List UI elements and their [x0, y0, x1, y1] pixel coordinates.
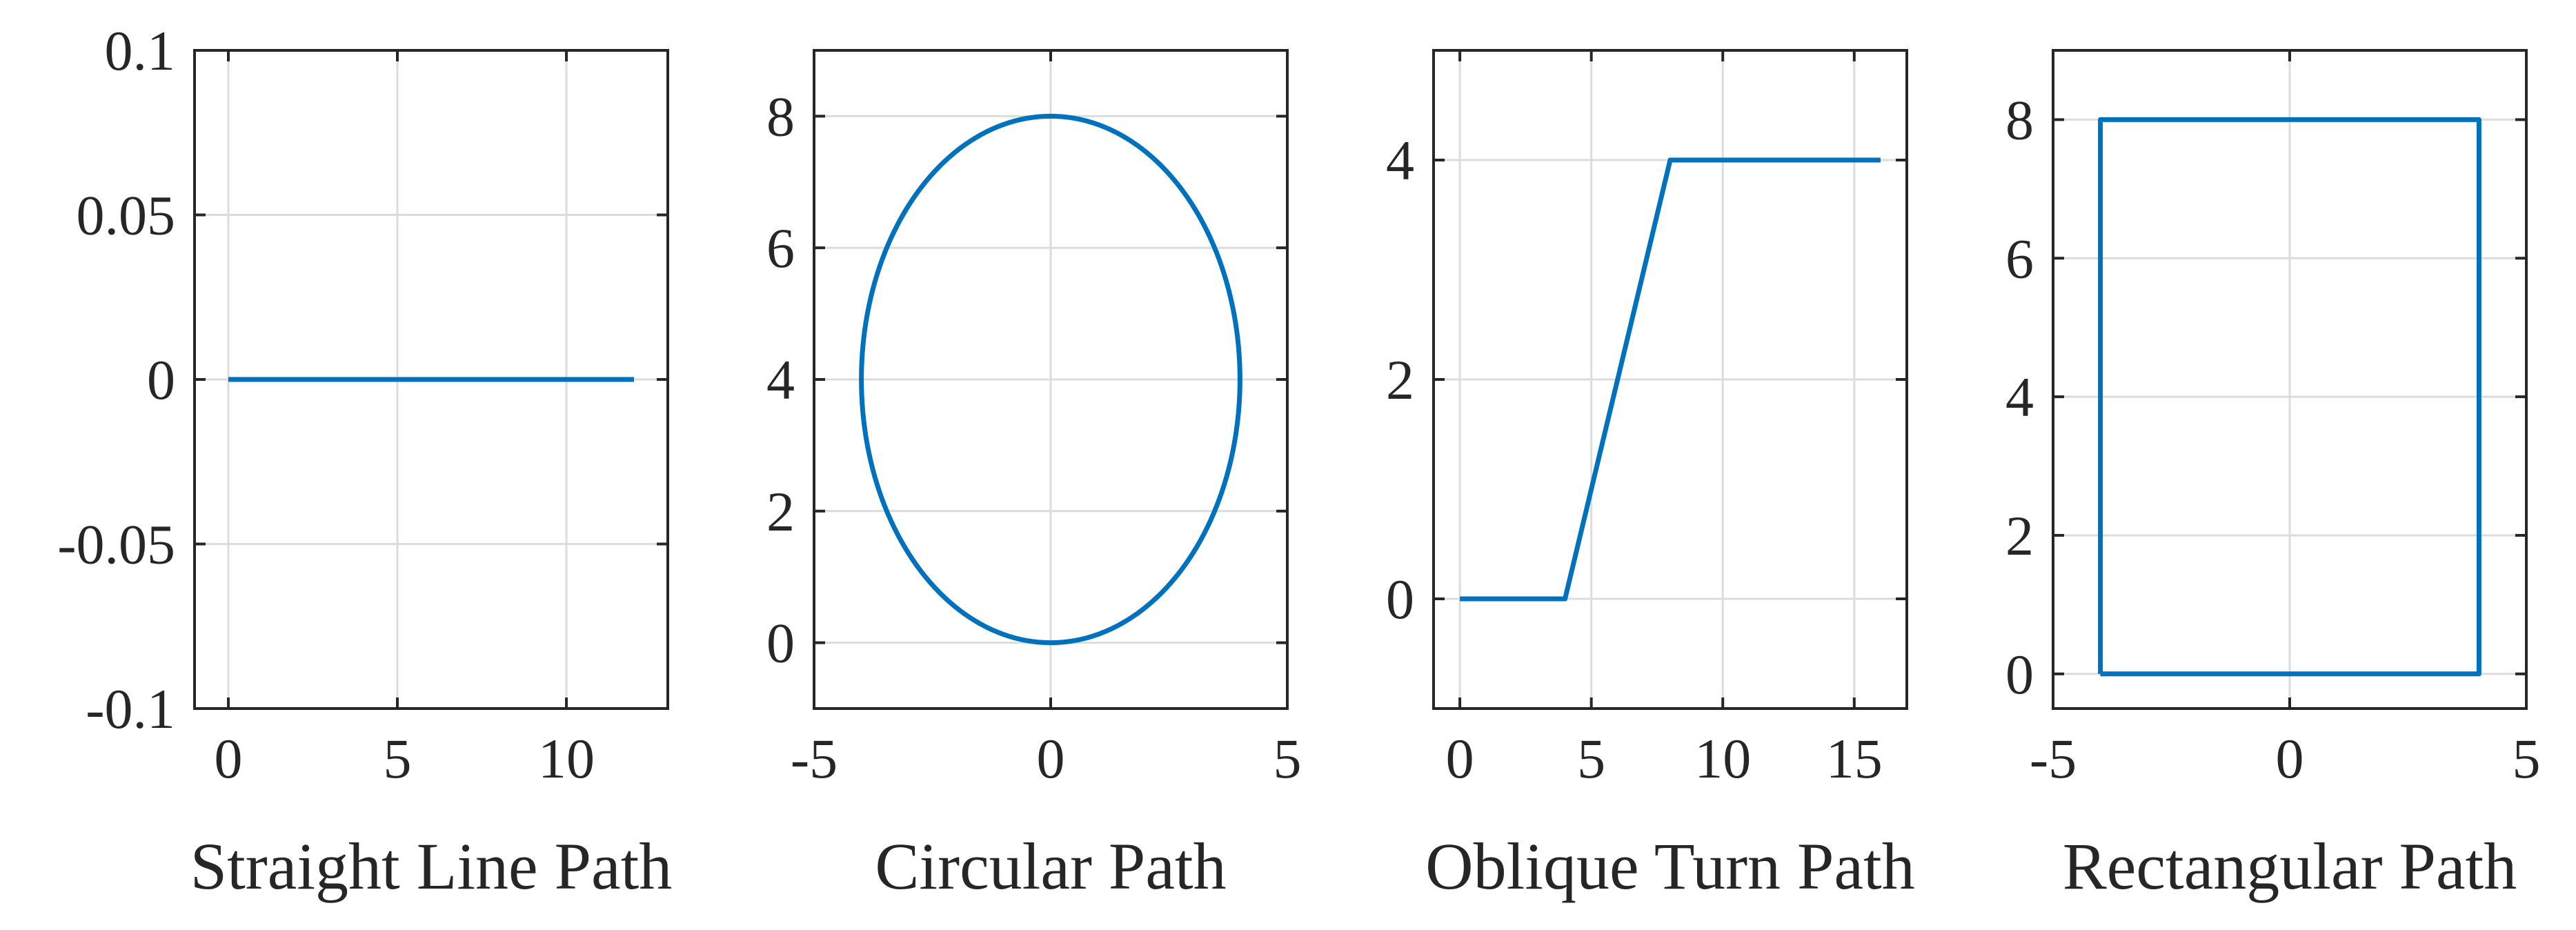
x-tick-label: -5: [791, 727, 838, 790]
y-tick-label: 4: [2005, 366, 2034, 428]
x-tick-label: 0: [1446, 727, 1474, 790]
x-tick-label: 10: [1694, 727, 1751, 790]
y-tick-label: 0: [766, 612, 795, 675]
x-axis-label: Oblique Turn Path: [1425, 829, 1914, 903]
x-tick-label: 5: [2513, 727, 2541, 790]
y-tick-label: 4: [766, 348, 795, 411]
x-axis-label: Straight Line Path: [190, 829, 673, 903]
x-tick-label: 5: [1274, 727, 1302, 790]
x-tick-label: 0: [1037, 727, 1065, 790]
series-line-1: [2098, 117, 2481, 677]
y-tick-label: 2: [1386, 348, 1414, 411]
y-tick-label: 6: [2005, 227, 2034, 290]
y-tick-label: 6: [766, 217, 795, 279]
x-tick-label: 5: [384, 727, 412, 790]
subplot-1: 0 5 10 -0.1 -0.05 0 0.05 0.1 Straight Line Path: [57, 19, 672, 903]
series-line-1: [1460, 157, 1881, 602]
series-line-1: [859, 113, 1242, 646]
x-tick-label: 15: [1826, 727, 1883, 790]
y-tick-label: 0: [2005, 643, 2034, 706]
x-tick-label: 0: [215, 727, 243, 790]
subplot-4: -5 0 5 0 2 4 6 8 Rectangular Path: [2005, 49, 2541, 903]
y-tick-label: 0: [1386, 568, 1414, 631]
x-axis-label: Rectangular Path: [2063, 829, 2517, 903]
x-axis-label: Circular Path: [875, 829, 1226, 903]
x-tick-label: 10: [538, 727, 595, 790]
x-tick-label: 0: [2276, 727, 2304, 790]
x-tick-label: -5: [2030, 727, 2077, 790]
y-tick-label: -0.05: [57, 513, 175, 576]
y-tick-label: 0: [147, 348, 175, 411]
x-tick-label: 5: [1577, 727, 1605, 790]
y-tick-label: -0.1: [86, 677, 175, 740]
subplot-3: 0 5 10 15 0 2 4 Oblique Turn Path: [1386, 49, 1915, 903]
y-tick-label: 0.1: [105, 19, 176, 82]
subplot-2: -5 0 5 0 2 4 6 8 Circular Path: [766, 49, 1302, 903]
y-tick-label: 8: [766, 85, 795, 148]
y-tick-label: 0.05: [77, 184, 176, 247]
y-tick-label: 2: [2005, 504, 2034, 567]
y-tick-label: 2: [766, 480, 795, 543]
y-tick-label: 4: [1386, 129, 1414, 192]
y-tick-label: 8: [2005, 88, 2034, 151]
